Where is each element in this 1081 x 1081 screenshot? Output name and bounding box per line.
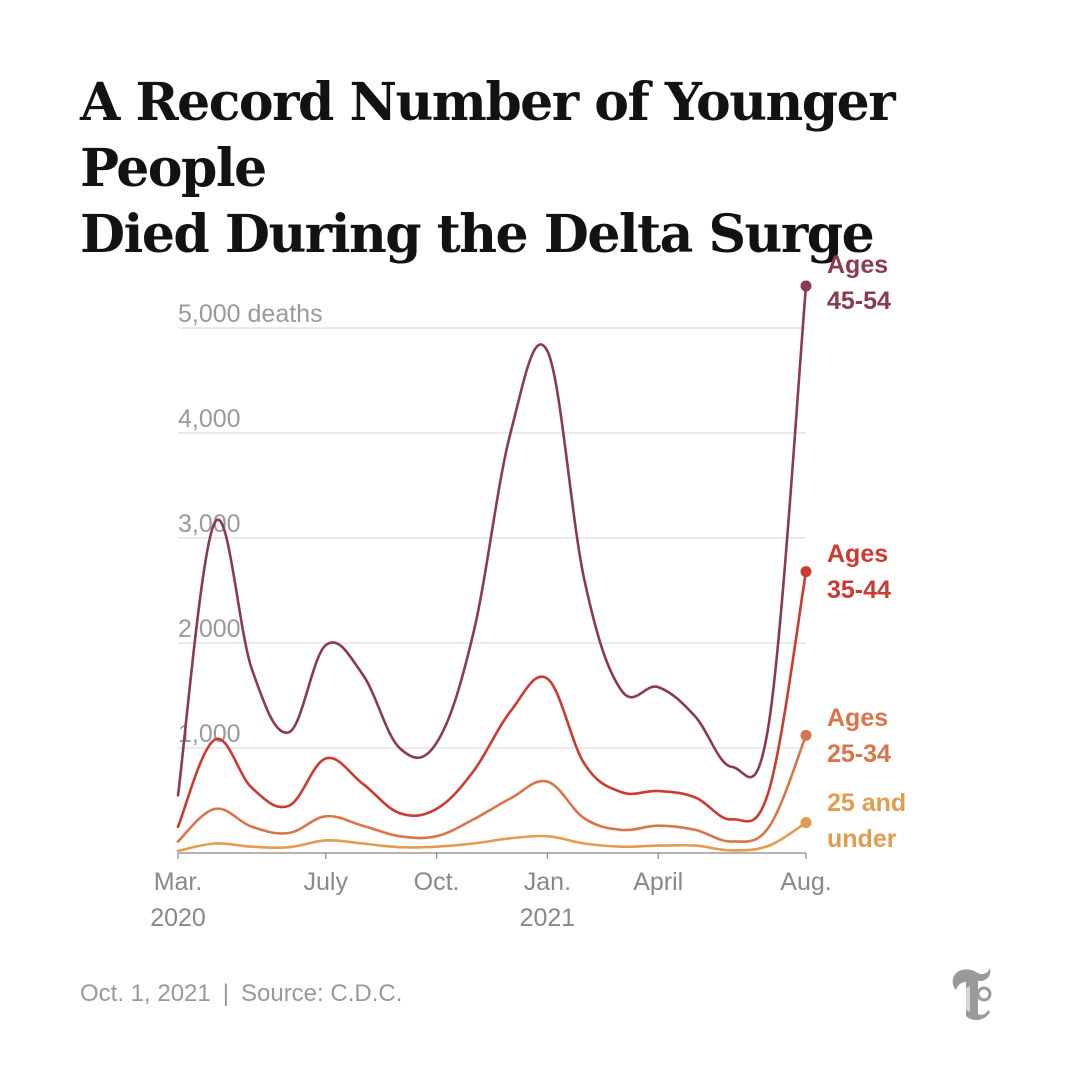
chart-title: A Record Number of Younger People Died D… <box>80 70 1040 268</box>
chart-title-line-2: Died During the Delta Surge <box>80 204 875 265</box>
series-lines <box>176 280 812 853</box>
series-line-25-and-under <box>176 821 808 853</box>
footer-separator: | <box>222 980 229 1007</box>
x-tick-label-2021-01-0: Jan. <box>524 868 571 896</box>
series-line-ages-45-54 <box>176 284 808 797</box>
x-tick-label-2021-01-1: 2021 <box>520 904 576 932</box>
series-label-25-and-under-1: under <box>827 825 897 853</box>
series-labels: Ages 45-54 Ages 35-44 Ages 25-34 25 and under <box>827 251 906 853</box>
y-tick-label-4000: 4,000 <box>178 405 241 433</box>
y-tick-label-5000: 5,000 deaths <box>178 300 323 328</box>
series-label-ages-45-54-0: Ages <box>827 251 888 279</box>
series-line-ages-35-44 <box>176 570 808 829</box>
footer-source: Source: C.D.C. <box>240 980 403 1007</box>
x-tick-label-2020-03-1: 2020 <box>150 904 206 932</box>
series-label-ages-25-34-1: 25-34 <box>827 740 891 768</box>
series-endpoint-ages-35-44 <box>800 566 812 578</box>
footer: Oct. 1, 2021 | Source: C.D.C. <box>80 980 402 1008</box>
series-line-ages-25-34 <box>176 734 808 843</box>
gridlines <box>178 327 806 749</box>
x-axis: Mar. 2020 July Oct. Jan. 2021 April Aug. <box>150 852 832 932</box>
series-endpoint-ages-45-54 <box>800 280 812 292</box>
x-tick-label-2021-04-0: April <box>633 868 683 896</box>
series-label-25-and-under-0: 25 and <box>827 789 906 817</box>
series-label-ages-35-44-0: Ages <box>827 540 888 568</box>
x-tick-label-2020-07-0: July <box>304 868 349 896</box>
y-tick-label-2000: 2,000 <box>178 615 241 643</box>
series-label-ages-25-34-0: Ages <box>827 704 888 732</box>
chart-title-line-1: A Record Number of Younger People <box>80 72 896 199</box>
x-tick-label-2021-08-0: Aug. <box>780 868 831 896</box>
series-label-ages-35-44-1: 35-44 <box>827 576 891 604</box>
y-tick-label-3000: 3,000 <box>178 510 241 538</box>
series-endpoint-ages-25-34 <box>800 729 812 741</box>
x-tick-label-2020-10-0: Oct. <box>414 868 460 896</box>
series-label-ages-45-54-1: 45-54 <box>827 287 891 315</box>
series-endpoint-25-and-under <box>800 817 812 829</box>
x-tick-label-2020-03-0: Mar. <box>154 868 203 896</box>
footer-date: Oct. 1, 2021 <box>80 980 211 1007</box>
nyt-t-logo-icon <box>952 968 992 1021</box>
